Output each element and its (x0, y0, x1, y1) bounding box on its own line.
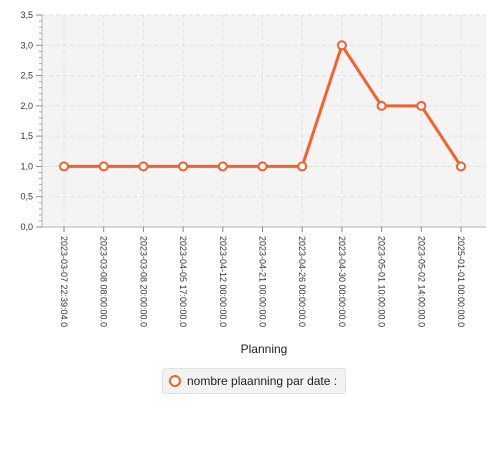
x-tick-label: 2023-03-08 20:00:00.0 (138, 236, 148, 327)
x-tick-label: 2025-01-01 00:00:00.0 (456, 236, 466, 327)
data-point (98, 161, 109, 172)
chart-legend: nombre plaanning par date : (162, 368, 347, 394)
y-tick-label: 2,0 (20, 101, 33, 111)
data-point (178, 161, 189, 172)
data-point (138, 161, 149, 172)
data-point (257, 161, 268, 172)
y-tick-label: 3,0 (20, 40, 33, 50)
x-tick-label: 2023-04-12 00:00:00.0 (218, 236, 228, 327)
legend-marker-icon (169, 375, 181, 387)
y-tick-label: 0,0 (20, 222, 33, 232)
x-tick-label: 2023-05-02 14:00:00.0 (416, 236, 426, 327)
x-tick-label: 2023-03-08 08:00:00.0 (99, 236, 109, 327)
data-point (416, 100, 427, 111)
data-point (456, 161, 466, 172)
legend-label: nombre plaanning par date : (187, 374, 338, 388)
x-tick-label: 2023-04-21 00:00:00.0 (258, 236, 268, 327)
x-tick-label: 2023-05-01 10:00:00.0 (377, 236, 387, 327)
x-tick-label: 2023-04-05 17:00:00.0 (178, 236, 188, 327)
data-point (59, 161, 69, 172)
x-axis-title: Planning (241, 342, 288, 356)
y-tick-label: 3,5 (20, 10, 33, 20)
x-tick-label: 2023-04-30 00:00:00.0 (337, 236, 347, 327)
y-tick-label: 1,0 (20, 161, 33, 171)
data-point (297, 161, 308, 172)
y-tick-label: 2,5 (20, 71, 33, 81)
data-point (376, 100, 387, 111)
y-tick-label: 0,5 (20, 192, 33, 202)
data-point (217, 161, 228, 172)
data-point (336, 40, 347, 51)
x-tick-label: 2023-03-07 22:39:04.0 (59, 236, 69, 327)
y-tick-label: 1,5 (20, 131, 33, 141)
plot-area (42, 15, 486, 227)
x-tick-label: 2023-04-26 00:00:00.0 (297, 236, 307, 327)
